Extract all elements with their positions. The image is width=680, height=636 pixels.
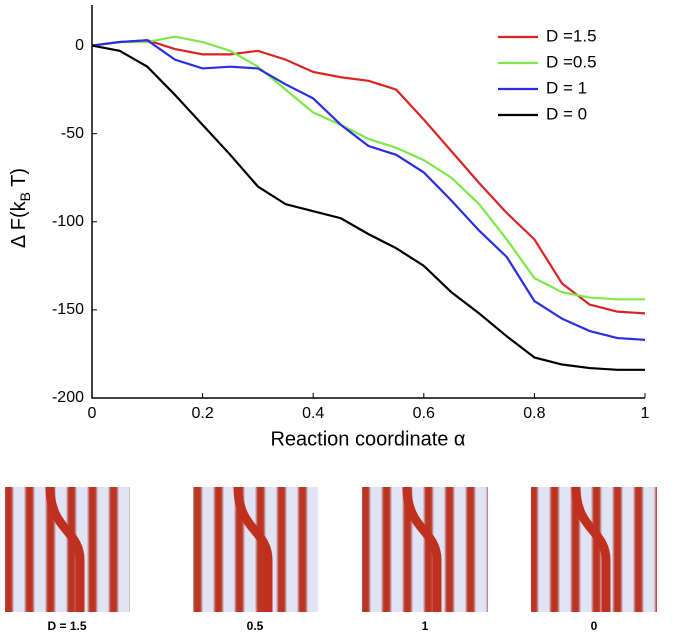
- y-tick-label: 0: [75, 37, 84, 54]
- series-line: [91, 44, 645, 371]
- panel-caption: 0: [591, 619, 598, 633]
- x-tick-label: 0.8: [523, 405, 545, 422]
- series-line: [91, 39, 646, 341]
- y-axis-label: Δ F(kB T): [8, 168, 32, 248]
- y-tick-label: -200: [52, 389, 84, 406]
- legend-label: D =0.5: [546, 52, 597, 71]
- panel-image: [193, 486, 318, 612]
- x-tick-label: 0: [88, 405, 97, 422]
- x-tick-label: 0.6: [413, 405, 435, 422]
- legend-label: D = 1: [546, 78, 587, 97]
- panel-caption: 0.5: [247, 619, 264, 633]
- y-tick-label: -100: [52, 213, 84, 230]
- x-tick-label: 0.4: [302, 405, 324, 422]
- x-tick-label: 1: [641, 405, 650, 422]
- panel-image: [531, 486, 657, 612]
- legend-label: D = 0: [546, 104, 587, 123]
- series-line: [91, 39, 646, 315]
- panel-image: [362, 486, 488, 612]
- x-axis-label: Reaction coordinate α: [270, 428, 465, 450]
- panels: [5, 486, 657, 612]
- panel-image: [5, 486, 130, 612]
- legend-label: D =1.5: [546, 26, 597, 45]
- series-line: [91, 35, 645, 301]
- panel-caption: D = 1.5: [47, 619, 86, 633]
- y-tick-label: -150: [52, 301, 84, 318]
- panel-caption: 1: [422, 619, 429, 633]
- x-tick-label: 0.2: [191, 405, 213, 422]
- y-tick-label: -50: [61, 125, 84, 142]
